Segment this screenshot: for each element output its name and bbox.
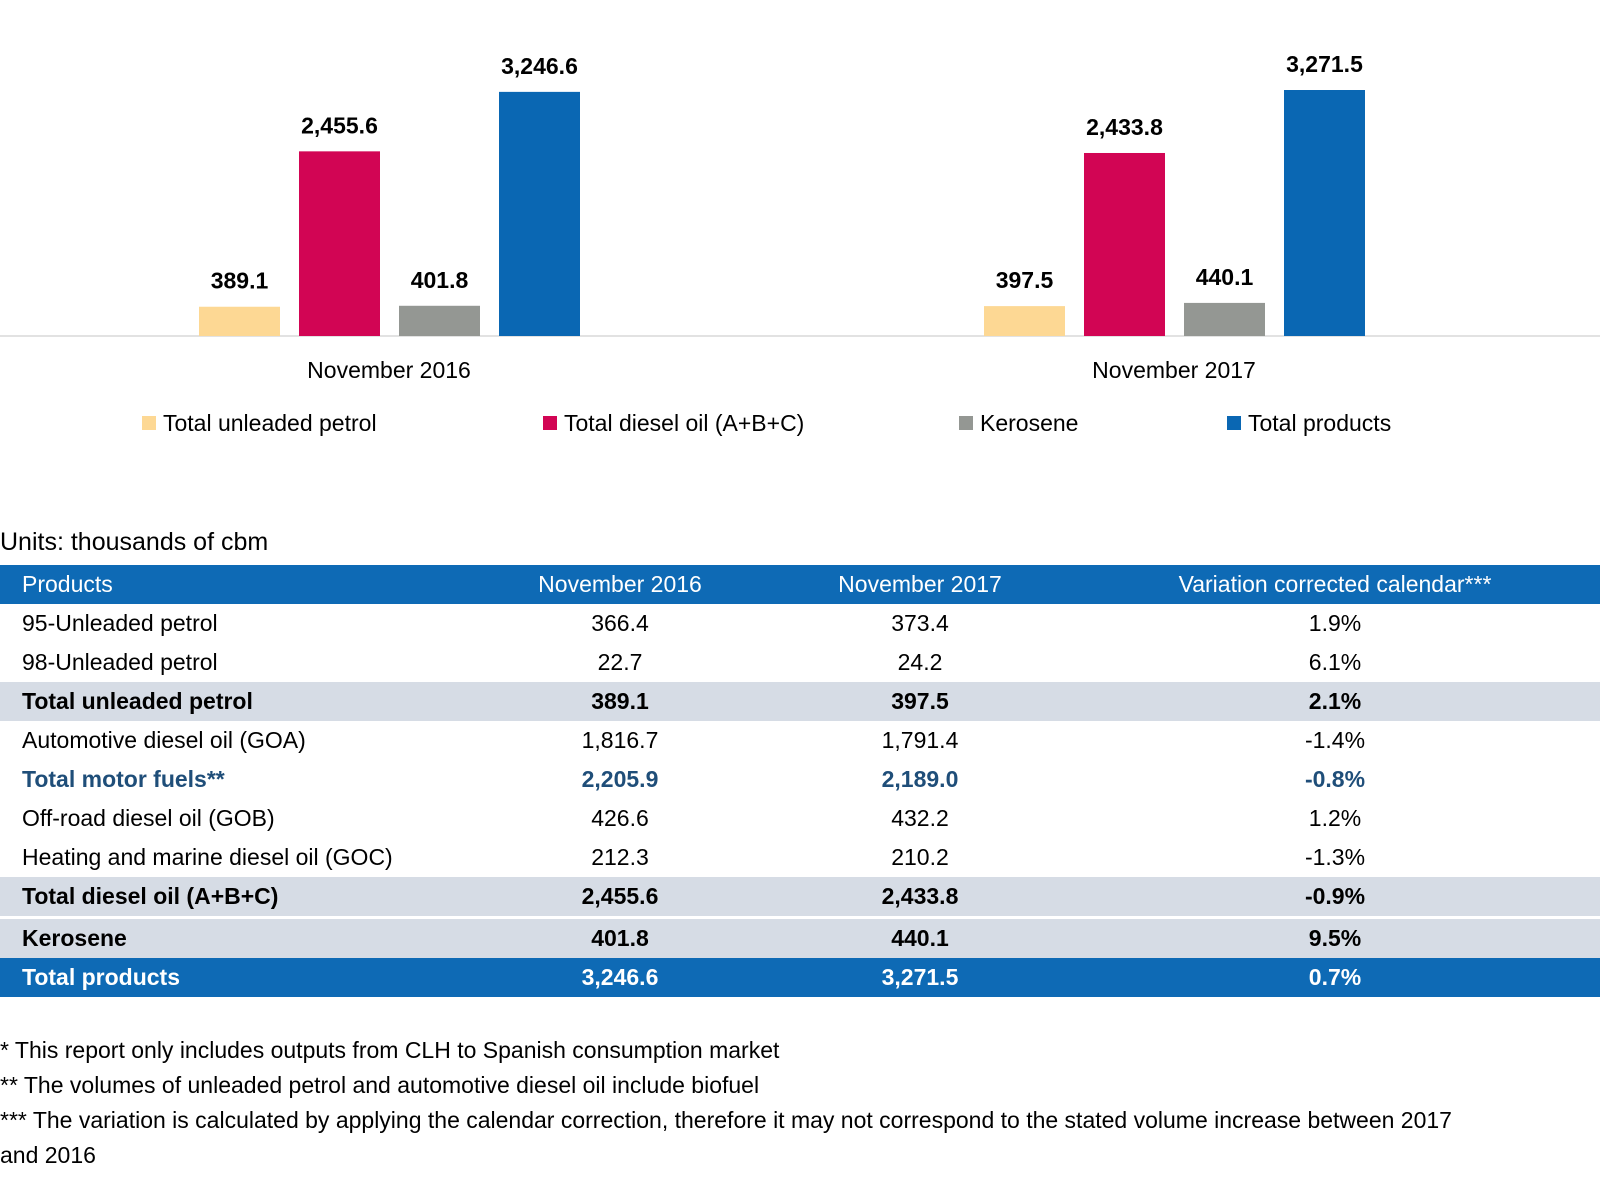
bar xyxy=(1284,90,1365,336)
table-row: Automotive diesel oil (GOA) 1,816.7 1,791.… xyxy=(0,721,1600,760)
table-header-row: Products November 2016 November 2017 Var… xyxy=(0,565,1600,604)
value-cell: 2,205.9 xyxy=(581,766,659,792)
table-row: 98-Unleaded petrol 22.7 24.2 6.1% xyxy=(0,643,1600,682)
bar xyxy=(984,306,1065,336)
value-cell: 1,791.4 xyxy=(881,727,959,753)
value-cell: 1.2% xyxy=(1308,805,1362,831)
legend-swatch xyxy=(142,416,156,430)
value-cell: 6.1% xyxy=(1308,649,1362,675)
bar xyxy=(1184,302,1265,336)
legend-label: Kerosene xyxy=(980,410,1078,436)
footnote-3: *** The variation is calculated by apply… xyxy=(0,1107,1452,1133)
product-name-cell: 98-Unleaded petrol xyxy=(22,649,218,675)
value-cell: 3,246.6 xyxy=(470,958,770,997)
footnote-2: ** The volumes of unleaded petrol and au… xyxy=(0,1072,760,1098)
legend-swatch xyxy=(959,416,973,430)
footnotes: * This report only includes outputs from… xyxy=(0,1033,1600,1173)
value-cell: 426.6 xyxy=(591,805,649,831)
product-name-cell: Total motor fuels** xyxy=(22,766,225,792)
data-label: 3,246.6 xyxy=(501,53,578,79)
footnote-1: * This report only includes outputs from… xyxy=(0,1037,780,1063)
value-cell: 2,189.0 xyxy=(881,766,959,792)
category-label: November 2017 xyxy=(1092,357,1256,383)
bar-chart: 389.1 2,455.6 401.8 3,246.6 November 2016 397… xyxy=(0,51,1600,436)
bar xyxy=(299,151,380,336)
value-cell: -1.4% xyxy=(1304,727,1366,753)
table-row: Total motor fuels** 2,205.9 2,189.0 -0.8% xyxy=(0,760,1600,799)
product-name-cell: Heating and marine diesel oil (GOC) xyxy=(22,844,393,870)
value-cell: 366.4 xyxy=(591,610,649,636)
table-row: Total diesel oil (A+B+C) 2,455.6 2,433.8 -0… xyxy=(0,877,1600,918)
table-row: Heating and marine diesel oil (GOC) 212.3… xyxy=(0,838,1600,877)
value-cell: 24.2 xyxy=(897,649,943,675)
product-name-cell: Off-road diesel oil (GOB) xyxy=(22,805,275,831)
table-row: 95-Unleaded petrol 366.4 373.4 1.9% xyxy=(0,604,1600,643)
value-cell: 432.2 xyxy=(891,805,949,831)
value-cell: 2,455.6 xyxy=(470,877,770,918)
value-cell: -0.9% xyxy=(1070,877,1600,918)
value-cell: 212.3 xyxy=(591,844,649,870)
table-row: Kerosene 401.8 440.1 9.5% xyxy=(0,916,1600,958)
value-cell: 2.1% xyxy=(1070,682,1600,721)
product-name-cell: Total unleaded petrol xyxy=(0,682,470,721)
data-label: 397.5 xyxy=(996,267,1054,293)
legend-swatch xyxy=(1227,416,1241,430)
table-row: Total unleaded petrol 389.1 397.5 2.1% xyxy=(0,682,1600,721)
value-cell: 0.7% xyxy=(1070,958,1600,997)
data-label: 389.1 xyxy=(211,268,269,294)
product-name-cell: Kerosene xyxy=(0,916,470,958)
footnote-3-continued: and 2016 xyxy=(0,1142,96,1168)
data-label: 440.1 xyxy=(1196,264,1254,290)
header-november-2017: November 2017 xyxy=(770,565,1070,604)
data-label: 401.8 xyxy=(411,267,469,293)
data-label: 3,271.5 xyxy=(1286,51,1363,77)
table-row: Total products 3,246.6 3,271.5 0.7% xyxy=(0,958,1600,997)
value-cell: 1.9% xyxy=(1308,610,1362,636)
bar xyxy=(399,305,480,336)
value-cell: 22.7 xyxy=(597,649,643,675)
value-cell: 397.5 xyxy=(770,682,1070,721)
value-cell: 1,816.7 xyxy=(581,727,659,753)
header-variation: Variation corrected calendar*** xyxy=(1070,565,1600,604)
value-cell: 373.4 xyxy=(891,610,949,636)
category-label: November 2016 xyxy=(307,357,471,383)
value-cell: 210.2 xyxy=(891,844,949,870)
product-name-cell: 95-Unleaded petrol xyxy=(22,610,218,636)
value-cell: 401.8 xyxy=(470,916,770,958)
product-name-cell: Automotive diesel oil (GOA) xyxy=(22,727,306,753)
value-cell: -1.3% xyxy=(1304,844,1366,870)
value-cell: 440.1 xyxy=(770,916,1070,958)
data-label: 2,455.6 xyxy=(301,112,378,138)
header-products: Products xyxy=(0,565,470,604)
bar xyxy=(1084,152,1165,336)
legend-label: Total diesel oil (A+B+C) xyxy=(564,410,804,436)
product-name-cell: Total products xyxy=(0,958,470,997)
value-cell: -0.8% xyxy=(1304,766,1366,792)
value-cell: 2,433.8 xyxy=(770,877,1070,918)
legend-label: Total products xyxy=(1248,410,1391,436)
bar xyxy=(199,306,280,336)
value-cell: 9.5% xyxy=(1070,916,1600,958)
units-note: Units: thousands of cbm xyxy=(0,528,269,556)
product-name-cell: Total diesel oil (A+B+C) xyxy=(0,877,470,918)
value-cell: 3,271.5 xyxy=(770,958,1070,997)
bar xyxy=(499,91,580,337)
products-table: Products November 2016 November 2017 Var… xyxy=(0,565,1600,997)
data-label: 2,433.8 xyxy=(1086,114,1163,140)
table-row: Off-road diesel oil (GOB) 426.6 432.2 1.2% xyxy=(0,799,1600,838)
header-november-2016: November 2016 xyxy=(470,565,770,604)
legend-swatch xyxy=(543,416,557,430)
value-cell: 389.1 xyxy=(470,682,770,721)
legend-label: Total unleaded petrol xyxy=(163,410,377,436)
